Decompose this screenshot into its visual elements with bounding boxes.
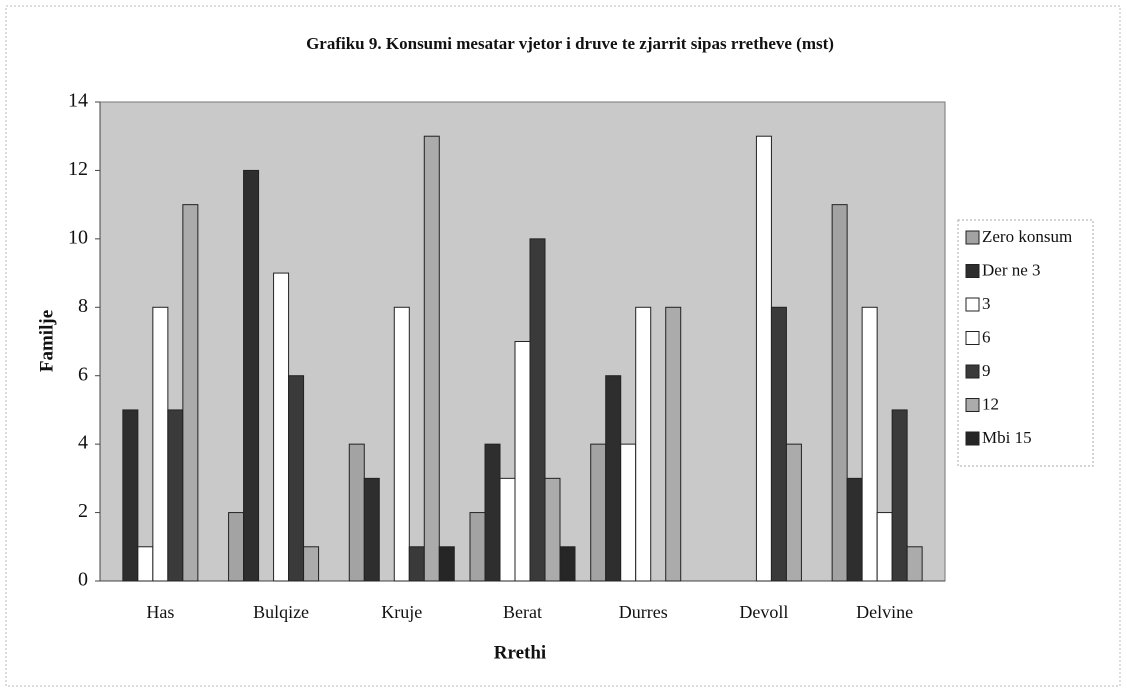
y-tick-label: 12	[68, 158, 88, 180]
y-tick-label: 8	[78, 295, 88, 317]
legend-label: Der ne 3	[982, 260, 1041, 279]
bar	[152, 306, 169, 582]
y-tick-label: 2	[78, 500, 88, 522]
bar	[861, 306, 878, 582]
x-axis-title: Rrethi	[494, 642, 546, 663]
legend-swatch	[965, 230, 980, 245]
x-tick-label: Devoll	[739, 602, 788, 622]
bar	[408, 546, 425, 582]
bar	[514, 341, 531, 582]
bar	[590, 443, 607, 582]
y-tick-label: 10	[68, 226, 88, 248]
y-tick-label: 14	[68, 90, 88, 112]
bar	[393, 306, 410, 582]
bar	[182, 204, 199, 582]
bar	[288, 375, 305, 582]
x-tick-label: Durres	[619, 602, 668, 622]
bar	[559, 546, 576, 582]
legend-swatch	[965, 297, 980, 312]
legend-label: Mbi 15	[982, 428, 1032, 447]
bar	[137, 546, 154, 582]
x-tick-label: Has	[146, 602, 174, 622]
bar	[273, 272, 290, 582]
bar	[228, 512, 245, 582]
bar	[665, 306, 682, 582]
x-tick-label: Bulqize	[253, 602, 309, 622]
legend-swatch	[965, 264, 980, 278]
chart-title: Grafiku 9. Konsumi mesatar vjetor i druv…	[306, 34, 834, 53]
legend-label: 6	[982, 327, 991, 346]
bar	[785, 443, 802, 582]
bar	[846, 477, 863, 582]
bar	[891, 409, 908, 582]
bar	[122, 409, 139, 582]
legend-label: Zero konsum	[982, 227, 1072, 246]
bar	[303, 546, 320, 582]
legend-label: 12	[982, 394, 999, 413]
legend-label: 3	[982, 294, 991, 313]
bar	[876, 512, 893, 582]
y-axis-title: Familje	[36, 310, 57, 372]
bar	[348, 443, 365, 582]
bar	[831, 204, 848, 582]
bar	[755, 135, 772, 582]
bar	[484, 443, 501, 582]
bar	[438, 546, 455, 582]
y-tick-label: 6	[78, 363, 88, 385]
legend-swatch	[965, 364, 980, 379]
bar	[605, 375, 622, 582]
legend-swatch	[965, 331, 980, 345]
bar	[544, 477, 561, 582]
bar	[423, 135, 440, 582]
bar	[469, 512, 486, 582]
bar	[363, 477, 380, 582]
legend	[957, 219, 1094, 467]
legend-swatch	[965, 431, 980, 446]
bar	[770, 306, 787, 582]
x-tick-label: Delvine	[856, 602, 913, 622]
bar	[906, 546, 923, 582]
legend-label: 9	[982, 361, 991, 380]
bar	[499, 477, 516, 582]
bar	[620, 443, 637, 582]
y-tick-label: 4	[78, 432, 88, 454]
bar	[167, 409, 184, 582]
bar	[529, 238, 546, 582]
x-tick-label: Kruje	[381, 602, 422, 622]
y-tick-label: 0	[78, 569, 88, 591]
bar	[635, 306, 652, 582]
x-tick-label: Berat	[503, 602, 542, 622]
bar	[243, 169, 260, 582]
legend-swatch	[965, 398, 980, 412]
